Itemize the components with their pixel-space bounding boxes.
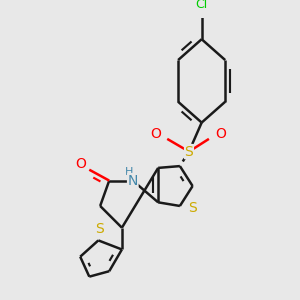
Text: S: S	[188, 201, 197, 215]
Text: H: H	[125, 167, 133, 176]
Text: S: S	[95, 222, 103, 236]
Text: O: O	[215, 128, 226, 141]
Text: S: S	[184, 145, 193, 159]
Text: N: N	[128, 174, 138, 188]
Text: O: O	[75, 157, 86, 171]
Text: Cl: Cl	[196, 0, 208, 11]
Text: O: O	[150, 128, 161, 141]
